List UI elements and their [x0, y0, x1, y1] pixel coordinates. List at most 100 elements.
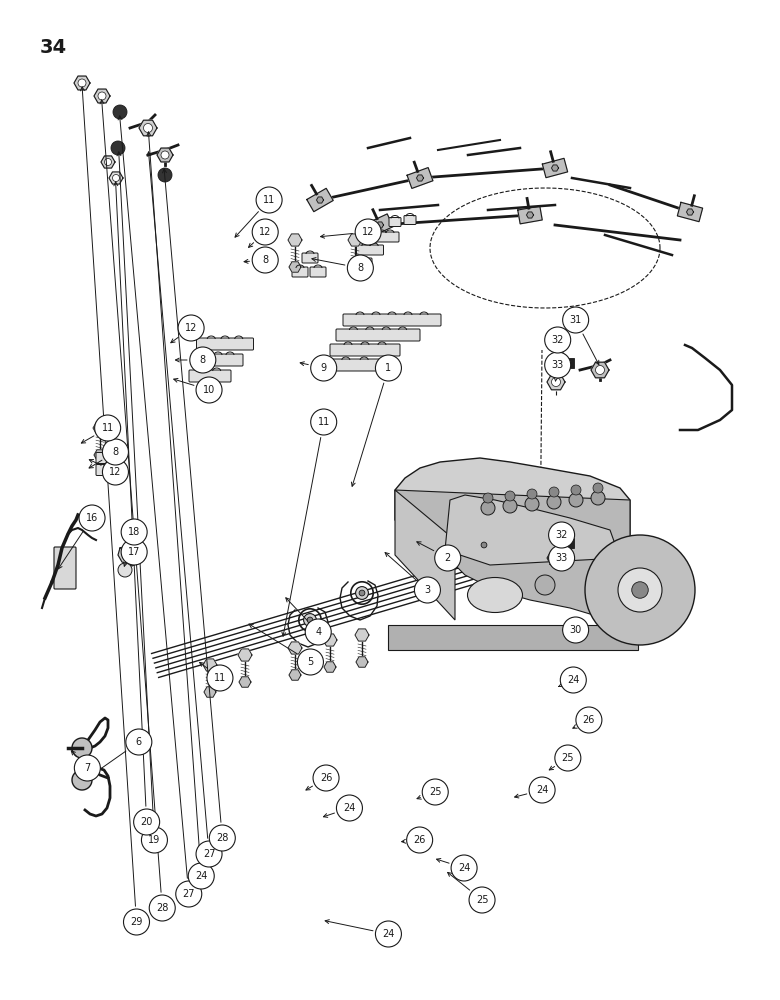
- Polygon shape: [118, 545, 142, 566]
- Circle shape: [576, 707, 602, 733]
- Circle shape: [313, 765, 339, 791]
- FancyBboxPatch shape: [96, 452, 120, 464]
- Circle shape: [569, 493, 583, 507]
- Circle shape: [121, 519, 147, 545]
- Text: 24: 24: [536, 785, 548, 795]
- Circle shape: [481, 542, 487, 548]
- Circle shape: [451, 855, 477, 881]
- Ellipse shape: [467, 578, 523, 612]
- Circle shape: [74, 755, 101, 781]
- Polygon shape: [445, 495, 620, 565]
- Polygon shape: [109, 172, 123, 184]
- Text: 4: 4: [315, 627, 321, 637]
- FancyBboxPatch shape: [343, 314, 441, 326]
- Circle shape: [118, 563, 132, 577]
- Circle shape: [562, 617, 589, 643]
- Circle shape: [336, 795, 363, 821]
- Polygon shape: [139, 120, 157, 136]
- Circle shape: [158, 168, 172, 182]
- Circle shape: [544, 352, 571, 378]
- Polygon shape: [204, 687, 216, 697]
- Polygon shape: [101, 156, 115, 168]
- Text: 12: 12: [109, 467, 122, 477]
- Polygon shape: [417, 175, 424, 181]
- Text: 1: 1: [385, 363, 392, 373]
- Polygon shape: [395, 490, 630, 620]
- FancyBboxPatch shape: [54, 547, 76, 589]
- Circle shape: [252, 219, 278, 245]
- Polygon shape: [93, 422, 107, 434]
- Text: 11: 11: [263, 195, 275, 205]
- Text: 11: 11: [101, 423, 114, 433]
- Polygon shape: [377, 222, 384, 228]
- FancyBboxPatch shape: [365, 232, 399, 242]
- Circle shape: [72, 770, 92, 790]
- Polygon shape: [686, 209, 693, 215]
- FancyBboxPatch shape: [352, 258, 372, 268]
- Circle shape: [161, 151, 169, 159]
- Circle shape: [133, 809, 160, 835]
- Polygon shape: [74, 76, 90, 90]
- Text: 12: 12: [362, 227, 374, 237]
- Polygon shape: [289, 670, 301, 680]
- Circle shape: [141, 827, 168, 853]
- Circle shape: [297, 649, 324, 675]
- Circle shape: [505, 491, 515, 501]
- Circle shape: [209, 825, 236, 851]
- Circle shape: [196, 377, 222, 403]
- Text: 24: 24: [567, 675, 580, 685]
- Circle shape: [111, 141, 125, 155]
- Text: 33: 33: [555, 553, 568, 563]
- Text: 32: 32: [555, 530, 568, 540]
- Circle shape: [310, 355, 337, 381]
- Circle shape: [547, 495, 561, 509]
- Circle shape: [102, 459, 129, 485]
- Circle shape: [483, 493, 493, 503]
- Polygon shape: [591, 362, 609, 378]
- Circle shape: [593, 483, 603, 493]
- Polygon shape: [355, 629, 369, 641]
- Circle shape: [469, 887, 495, 913]
- Circle shape: [188, 863, 214, 889]
- Circle shape: [375, 921, 402, 947]
- Text: 2: 2: [445, 553, 451, 563]
- Text: 27: 27: [183, 889, 195, 899]
- Polygon shape: [395, 458, 630, 565]
- Circle shape: [123, 909, 150, 935]
- FancyBboxPatch shape: [310, 267, 326, 277]
- FancyBboxPatch shape: [193, 354, 243, 366]
- Circle shape: [196, 841, 222, 867]
- Circle shape: [414, 577, 441, 603]
- FancyBboxPatch shape: [356, 245, 384, 255]
- Circle shape: [176, 881, 202, 907]
- Text: 24: 24: [458, 863, 470, 873]
- Circle shape: [434, 545, 461, 571]
- Text: 26: 26: [320, 773, 332, 783]
- Text: 12: 12: [259, 227, 271, 237]
- Circle shape: [562, 307, 589, 333]
- FancyBboxPatch shape: [197, 338, 254, 350]
- Text: 19: 19: [148, 835, 161, 845]
- Polygon shape: [407, 168, 433, 188]
- FancyBboxPatch shape: [336, 329, 420, 341]
- Text: 5: 5: [307, 657, 314, 667]
- Text: 8: 8: [262, 255, 268, 265]
- Circle shape: [503, 499, 517, 513]
- Text: 20: 20: [140, 817, 153, 827]
- Circle shape: [94, 415, 121, 441]
- FancyBboxPatch shape: [564, 538, 574, 548]
- Polygon shape: [288, 642, 302, 654]
- Polygon shape: [317, 197, 324, 203]
- Circle shape: [310, 409, 337, 435]
- Text: 11: 11: [317, 417, 330, 427]
- Polygon shape: [367, 214, 393, 236]
- Circle shape: [112, 174, 119, 182]
- Text: 6: 6: [136, 737, 142, 747]
- Circle shape: [548, 522, 575, 548]
- Text: 33: 33: [551, 360, 564, 370]
- Circle shape: [105, 158, 112, 165]
- Text: 24: 24: [343, 803, 356, 813]
- Circle shape: [347, 255, 374, 281]
- Circle shape: [535, 575, 555, 595]
- Circle shape: [477, 539, 491, 551]
